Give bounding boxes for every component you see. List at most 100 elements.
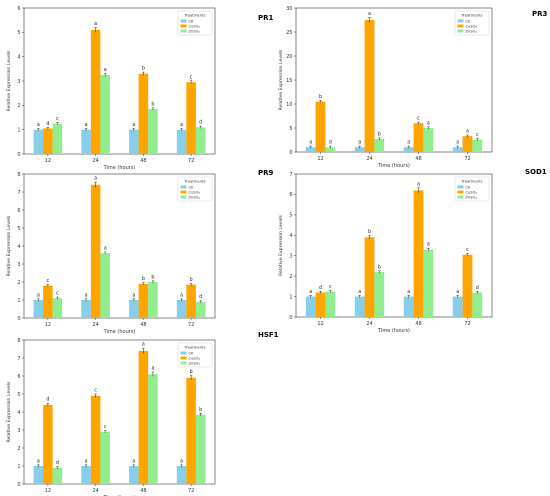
bar-znso4 [148, 108, 158, 154]
significance-letter: b [378, 264, 381, 270]
bar-cuso4 [186, 377, 196, 484]
significance-letter: a [427, 121, 430, 126]
x-axis-label: Time (hours) [377, 328, 410, 334]
y-tick-label: 6 [17, 208, 20, 214]
bar-znso4 [100, 431, 110, 484]
y-tick-label: 5 [17, 226, 20, 232]
significance-letter: a [94, 22, 97, 27]
significance-letter: b [368, 229, 371, 235]
significance-letter: d [46, 121, 49, 127]
significance-letter: d [476, 285, 479, 291]
legend-label-ck: CK [466, 19, 472, 23]
y-tick-label: 4 [289, 233, 292, 239]
y-tick-label: 7 [17, 190, 20, 196]
legend-swatch-ck [180, 351, 187, 355]
y-tick-label: 0 [289, 315, 292, 321]
legend-swatch-znso4 [180, 195, 187, 199]
significance-letter: c [476, 133, 479, 138]
y-tick-label: 1 [17, 127, 20, 133]
significance-letter: a [309, 141, 312, 146]
bar-cuso4 [462, 136, 473, 152]
legend-label-ck: CK [189, 185, 195, 189]
significance-letter: a [358, 290, 361, 295]
y-tick-label: 1 [289, 294, 292, 300]
significance-letter: a [466, 130, 469, 135]
x-tick-label: 12 [45, 488, 51, 494]
significance-letter: a [104, 246, 107, 251]
bar-ck [403, 296, 414, 317]
legend-label-ck: CK [189, 351, 195, 355]
bar-znso4 [148, 282, 158, 318]
y-tick-label: 25 [286, 30, 292, 36]
significance-letter: a [456, 290, 459, 295]
significance-letter: c [329, 285, 332, 290]
bar-ck [305, 147, 316, 152]
x-tick-label: 24 [92, 158, 98, 164]
bar-cuso4 [186, 82, 196, 154]
plot-frame [295, 173, 493, 318]
bar-cuso4 [138, 73, 149, 154]
legend-title: Treatments [183, 345, 205, 350]
significance-letter: a [427, 243, 430, 248]
bar-cuso4 [138, 283, 149, 318]
significance-letter: c [417, 117, 420, 122]
x-tick-label: 48 [140, 488, 146, 494]
y-tick-label: 0 [17, 152, 20, 158]
significance-letter: c [47, 279, 50, 284]
x-axis-label: Time (hours) [103, 329, 136, 335]
x-tick-label: 24 [92, 488, 98, 494]
y-axis-label: Relative Expression Levels [6, 381, 12, 443]
bar-ck [452, 296, 463, 317]
significance-letter: d [319, 285, 322, 291]
significance-letter: b [319, 94, 322, 100]
bar-ck [129, 300, 139, 318]
y-tick-label: 3 [17, 262, 20, 268]
significance-letter: a [417, 182, 420, 187]
legend-swatch-znso4 [180, 361, 187, 365]
x-tick-label: 72 [188, 158, 194, 164]
significance-letter: a [37, 123, 40, 128]
significance-letter: a [132, 123, 135, 128]
legend-box [177, 176, 213, 202]
y-tick-label: 8 [17, 172, 20, 178]
bar-znso4 [100, 253, 110, 318]
bar-cuso4 [315, 101, 326, 152]
y-tick-label: 2 [289, 274, 292, 280]
legend-box [454, 10, 490, 36]
bar-znso4 [52, 123, 63, 154]
legend-swatch-cuso4 [180, 190, 187, 194]
legend-label-cuso4: CuSO₄ [189, 190, 201, 194]
bar-ck [33, 300, 44, 318]
significance-letter: a [104, 68, 107, 73]
significance-letter: a [456, 141, 459, 146]
legend-label-ck: CK [466, 185, 472, 189]
legend-swatch-cuso4 [180, 356, 187, 360]
significance-letter: a [142, 343, 145, 348]
bar-ck [81, 129, 91, 154]
y-tick-label: 2 [17, 280, 20, 286]
bar-ck [354, 296, 365, 317]
x-tick-label: 72 [464, 321, 470, 327]
bar-znso4 [195, 301, 206, 318]
y-tick-label: 6 [17, 374, 20, 380]
x-tick-label: 24 [92, 322, 98, 328]
panel-title-sod1: SOD1 [525, 168, 547, 176]
y-tick-label: 3 [17, 428, 20, 434]
bar-ck [176, 129, 187, 154]
significance-letter: d [56, 460, 59, 466]
bar-znso4 [52, 298, 63, 318]
bar-cuso4 [462, 254, 473, 317]
significance-letter: a [37, 459, 40, 464]
bar-cuso4 [138, 350, 149, 484]
legend-label-cuso4: CuSO₄ [466, 24, 478, 28]
legend-swatch-znso4 [457, 29, 464, 33]
bar-cuso4 [364, 20, 375, 152]
legend-label-cuso4: CuSO₄ [189, 24, 201, 28]
bar-znso4 [374, 272, 385, 317]
